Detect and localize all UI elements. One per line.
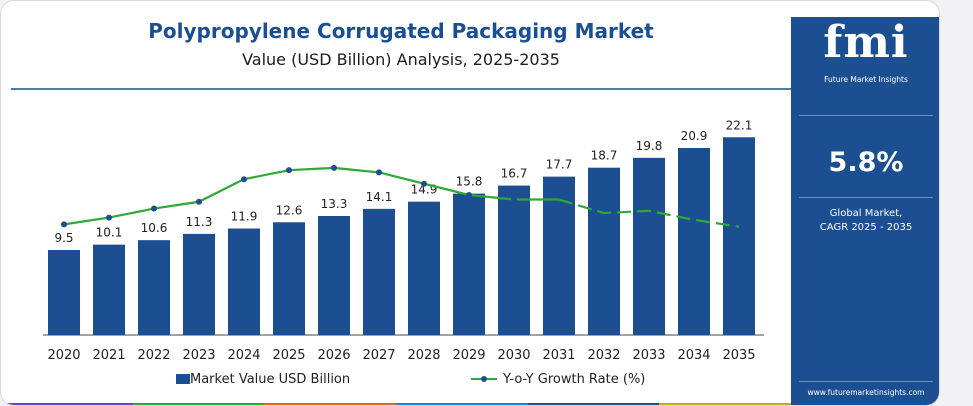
bar-value-label-2027: 14.1 xyxy=(366,190,393,204)
stripe-segment-2 xyxy=(264,403,397,405)
bar-value-label-2020: 9.5 xyxy=(54,231,73,245)
logo-subtext: Future Market Insights xyxy=(824,75,908,84)
bar-value-label-2022: 10.6 xyxy=(141,221,168,235)
stripe-segment-1 xyxy=(132,403,265,405)
bar-2022 xyxy=(138,240,170,335)
x-tick-label-2026: 2026 xyxy=(317,348,350,363)
x-tick-label-2021: 2021 xyxy=(92,348,125,363)
x-tick-label-2035: 2035 xyxy=(722,348,755,363)
growth-point-2023 xyxy=(196,198,202,205)
sidebar-divider-top xyxy=(799,115,933,116)
stripe-segment-4 xyxy=(527,403,660,405)
bar-value-label-2026: 13.3 xyxy=(321,197,348,211)
chart-card: Polypropylene Corrugated Packaging Marke… xyxy=(0,0,940,406)
bar-value-label-2035: 22.1 xyxy=(726,118,753,132)
x-tick-label-2034: 2034 xyxy=(677,348,710,363)
x-tick-label-2022: 2022 xyxy=(137,348,170,363)
website-link[interactable]: www.futuremarketinsights.com xyxy=(807,388,925,397)
stripe-segment-3 xyxy=(396,403,528,405)
bar-value-label-2031: 17.7 xyxy=(546,158,573,172)
bar-value-label-2024: 11.9 xyxy=(231,210,258,224)
sidebar-panel: fmi Future Market Insights 5.8% Global M… xyxy=(791,17,939,405)
growth-point-2029 xyxy=(466,192,472,198)
x-tick-label-2027: 2027 xyxy=(362,348,395,363)
stripe-segment-0 xyxy=(1,403,133,405)
fmi-logo: fmi Future Market Insights xyxy=(791,17,939,97)
bar-value-label-2021: 10.1 xyxy=(96,226,123,240)
bottom-color-stripe xyxy=(1,403,792,405)
chart-plot: 9.5 10.1 10.6 11.3 11.9 12.6 13.314.114.915.81… xyxy=(11,88,791,387)
x-tick-label-2025: 2025 xyxy=(272,348,305,363)
chart-title: Polypropylene Corrugated Packaging Marke… xyxy=(148,19,654,43)
bar-value-label-2025: 12.6 xyxy=(276,203,303,217)
x-tick-label-2033: 2033 xyxy=(632,348,665,363)
bar-2034 xyxy=(678,148,710,335)
growth-point-2028 xyxy=(421,180,427,187)
bar-2028 xyxy=(408,201,440,335)
growth-point-2027 xyxy=(376,169,382,176)
x-tick-label-2031: 2031 xyxy=(542,348,575,363)
legend-bar-swatch xyxy=(176,374,190,384)
growth-point-2024 xyxy=(241,176,247,183)
x-tick-label-2030: 2030 xyxy=(497,348,530,363)
bar-2020 xyxy=(48,250,80,335)
sidebar-divider-mid xyxy=(799,197,933,198)
bar-2026 xyxy=(318,216,350,335)
sidebar-divider-bottom xyxy=(799,381,933,382)
stripe-segment-5 xyxy=(659,403,792,405)
logo-brand-text: fmi xyxy=(823,17,909,68)
bar-2027 xyxy=(363,208,395,335)
growth-line-solid xyxy=(63,166,559,226)
bar-value-label-2032: 18.7 xyxy=(591,149,618,163)
cagr-value: 5.8% xyxy=(828,147,904,178)
bar-2021 xyxy=(93,244,125,335)
growth-point-2025 xyxy=(286,167,292,174)
bar-value-label-2033: 19.8 xyxy=(636,139,663,153)
x-tick-label-2024: 2024 xyxy=(227,348,260,363)
legend-line-marker xyxy=(481,376,487,382)
bar-2035 xyxy=(723,137,755,335)
x-tick-label-2029: 2029 xyxy=(452,348,485,363)
chart-subtitle: Value (USD Billion) Analysis, 2025-2035 xyxy=(242,50,560,69)
growth-point-2021 xyxy=(106,214,112,221)
bar-value-label-2029: 15.8 xyxy=(456,175,483,189)
bar-2023 xyxy=(183,233,215,335)
bar-2029 xyxy=(453,193,485,335)
growth-point-2020 xyxy=(61,221,67,228)
cagr-label: Global Market, CAGR 2025 - 2035 xyxy=(791,207,939,235)
bar-2033 xyxy=(633,157,665,335)
growth-point-2030 xyxy=(511,196,517,203)
growth-point-2026 xyxy=(331,164,337,171)
cagr-label-line2: CAGR 2025 - 2035 xyxy=(819,222,913,233)
bar-2025 xyxy=(273,222,305,335)
x-tick-label-2028: 2028 xyxy=(407,348,440,363)
bar-value-label-2023: 11.3 xyxy=(186,215,213,229)
x-tick-label-2020: 2020 xyxy=(47,348,80,363)
cagr-label-line1: Global Market, xyxy=(829,208,903,219)
growth-line-dashed xyxy=(558,198,740,228)
bar-2030 xyxy=(498,185,530,335)
legend-line-label: Y-o-Y Growth Rate (%) xyxy=(502,372,645,387)
bar-2032 xyxy=(588,167,620,335)
x-tick-label-2032: 2032 xyxy=(587,348,620,363)
bar-value-label-2034: 20.9 xyxy=(681,129,708,143)
legend-bar-label: Market Value USD Billion xyxy=(190,372,350,387)
bar-2024 xyxy=(228,228,260,335)
bar-value-label-2030: 16.7 xyxy=(501,167,528,181)
growth-point-2022 xyxy=(151,205,157,212)
x-tick-label-2023: 2023 xyxy=(182,348,215,363)
